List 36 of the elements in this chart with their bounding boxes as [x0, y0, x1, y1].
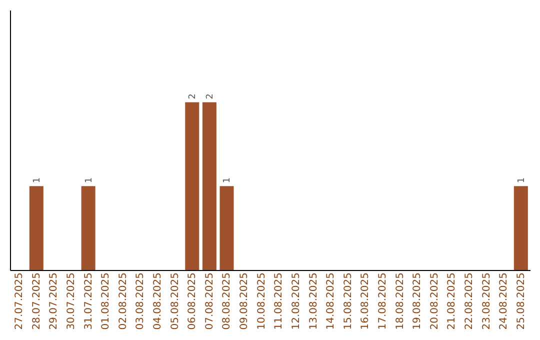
x-tick-label: 18.08.2025: [394, 272, 406, 330]
x-tick-label: 12.08.2025: [290, 272, 302, 330]
x-tick-label: 07.08.2025: [204, 272, 216, 330]
x-tick-label: 03.08.2025: [135, 272, 146, 330]
x-tick-label: 15.08.2025: [342, 272, 354, 330]
x-tick-label: 21.08.2025: [446, 272, 458, 330]
x-tick-label: 19.08.2025: [412, 272, 424, 330]
x-tick-label: 02.08.2025: [118, 272, 129, 330]
x-tick-label: 13.08.2025: [308, 272, 320, 330]
x-tick-label: 05.08.2025: [170, 272, 181, 330]
data-label: 1: [32, 177, 42, 184]
x-tick-label: 29.07.2025: [48, 272, 60, 330]
x-tick-label: 30.07.2025: [66, 272, 77, 330]
x-tick-label: 11.08.2025: [274, 272, 285, 330]
x-tick-label: 17.08.2025: [377, 272, 388, 330]
x-tick-label: 14.08.2025: [326, 272, 337, 330]
data-label: 1: [222, 177, 233, 184]
x-tick-label: 31.07.2025: [83, 272, 94, 330]
data-label: 2: [188, 94, 198, 100]
x-tick-label: 25.08.2025: [516, 272, 527, 330]
x-tick-label: 23.08.2025: [481, 272, 492, 330]
x-tick-label: 10.08.2025: [256, 272, 268, 330]
x-tick-label: 08.08.2025: [222, 272, 233, 330]
x-tick-label: 09.08.2025: [239, 272, 250, 330]
x-tick-label: 04.08.2025: [152, 272, 164, 330]
data-label: 1: [84, 177, 94, 184]
x-tick-label: 06.08.2025: [187, 272, 198, 330]
x-tick-label: 24.08.2025: [498, 272, 510, 330]
data-label: 2: [205, 94, 216, 100]
data-label: 1: [516, 177, 527, 184]
x-tick-label: 01.08.2025: [100, 272, 112, 330]
x-tick-label: 20.08.2025: [429, 272, 440, 330]
x-tick-label: 22.08.2025: [464, 272, 475, 330]
x-tick-label: 16.08.2025: [360, 272, 372, 330]
x-tick-label: 28.07.2025: [31, 272, 42, 330]
x-tick-label: 27.07.2025: [14, 272, 26, 330]
